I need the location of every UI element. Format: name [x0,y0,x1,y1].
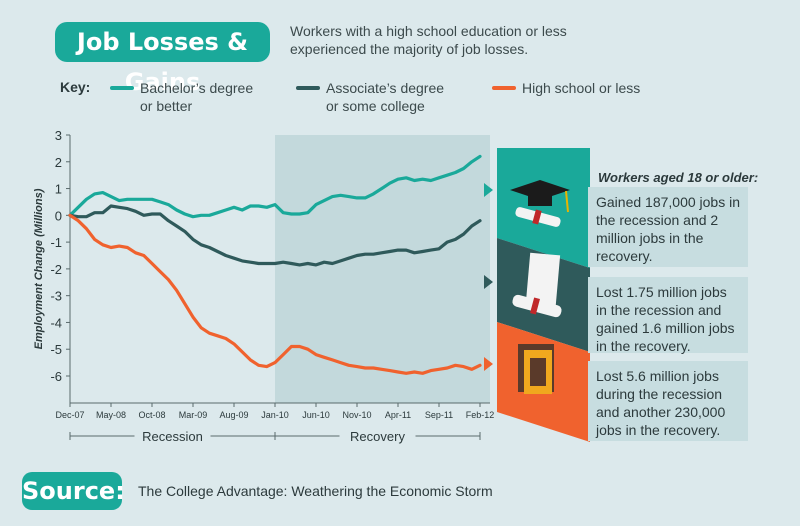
source-label: Source: [22,472,125,510]
book-icon [518,344,554,394]
legend-item-bachelor: Bachelor’s degree or better [140,80,254,114]
page-subtitle: Workers with a high school education or … [290,23,567,57]
source-text: The College Advantage: Weathering the Ec… [138,483,493,499]
legend-swatch-associate [296,86,320,90]
y-tick-label: 0 [55,208,62,223]
y-tick-label: -6 [50,369,62,384]
y-tick-label: 3 [55,128,62,143]
series-line-0 [68,154,482,219]
graduation-cap-icon [510,180,570,227]
period-label: Recovery [350,429,405,444]
panel-associate: Lost 1.75 million jobs in the recession … [588,277,748,354]
panel-highschool: Lost 5.6 million jobs during the recessi… [588,361,748,441]
x-tick-label: Mar-09 [179,410,208,420]
x-tick-label: Apr-11 [385,410,411,420]
x-tick-label: Nov-10 [342,410,371,420]
y-tick-label: -5 [50,342,62,357]
x-tick-label: Oct-08 [138,410,165,420]
legend-item-highschool: High school or less [522,80,641,96]
x-tick-label: Aug-09 [219,410,248,420]
arrow-bachelor [484,183,493,197]
panel-bachelor: Gained 187,000 jobs in the recession and… [588,187,748,267]
y-tick-label: -1 [50,235,62,250]
recovery-shading [275,135,490,403]
x-tick-label: Jan-10 [261,410,289,420]
panel-header: Workers aged 18 or older: [598,170,759,185]
y-tick-label: -4 [50,315,62,330]
period-label: Recession [142,429,203,444]
legend-item-associate: Associate’s degree or some college [326,80,445,114]
x-tick-label: May-08 [96,410,126,420]
x-tick-label: Feb-12 [466,410,495,420]
x-tick-label: Jun-10 [302,410,330,420]
x-tick-label: Dec-07 [55,410,84,420]
x-tick-label: Sep-11 [425,410,453,420]
legend-swatch-highschool [492,86,516,90]
y-tick-label: 1 [55,182,62,197]
y-axis-label: Employment Change (Millions) [33,188,45,349]
page-title: Job Losses & Gains [55,22,270,96]
line-chart: 3 2 1 0 -1 -2 -3 -4 -5 -6 Employment Change (Milli… [33,128,495,444]
diploma-scroll-icon [512,252,562,318]
series-line-1 [68,204,482,267]
arrow-highschool [484,357,493,371]
y-tick-label: -3 [50,289,62,304]
y-tick-label: 2 [55,155,62,170]
legend-swatch-bachelor [110,86,134,90]
panel-bg-bachelor [497,148,590,268]
series-line-2 [68,213,482,375]
y-tick-label: -2 [50,262,62,277]
legend-key-label: Key: [60,79,91,95]
arrow-associate [484,275,493,289]
